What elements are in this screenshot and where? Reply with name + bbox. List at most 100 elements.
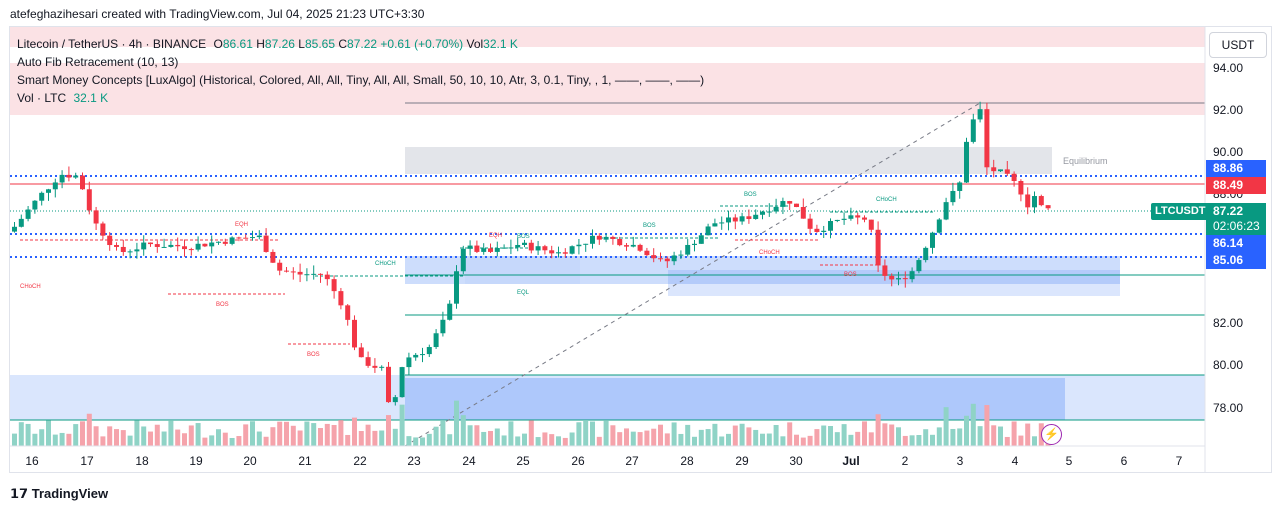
volume-bar <box>481 431 487 446</box>
volume-bar <box>855 431 861 446</box>
time-label: 24 <box>462 454 476 468</box>
candle-body <box>59 174 65 183</box>
volume-bar <box>732 425 738 446</box>
smc-label-choch: CHoCH <box>20 284 41 290</box>
candle-body <box>882 265 888 276</box>
volume-bar <box>386 415 391 446</box>
close-value: 87.22 <box>347 37 378 51</box>
candle-body <box>1004 169 1010 174</box>
candle-body <box>902 278 908 280</box>
time-label: 2 <box>901 454 909 468</box>
volume-bar <box>882 423 888 446</box>
candle-body <box>32 200 38 210</box>
indicator-volume[interactable]: Vol · LTC 32.1 K <box>17 91 109 105</box>
time-label: 5 <box>1065 454 1073 468</box>
volume-bar <box>256 431 262 446</box>
candle-body <box>284 270 289 272</box>
currency-selector-button[interactable]: USDT <box>1209 32 1267 58</box>
time-label: 4 <box>1011 454 1019 468</box>
volume-bar <box>447 434 453 446</box>
candle-body <box>1038 196 1044 206</box>
candle-body <box>658 258 663 260</box>
candle-body <box>875 229 881 266</box>
equilibrium-zone <box>405 147 1052 174</box>
candle-body <box>114 245 119 247</box>
candle-body <box>596 235 602 240</box>
volume-bar <box>630 431 636 446</box>
volume-bar <box>542 432 548 446</box>
candle-body <box>80 175 85 190</box>
candle-body <box>773 206 779 212</box>
volume-bar <box>889 424 895 446</box>
candle-body <box>12 226 17 232</box>
candle-body <box>916 260 922 272</box>
volume-bar <box>522 433 527 446</box>
candle-body <box>338 291 344 306</box>
candle-body <box>617 238 623 246</box>
candle-body <box>522 242 527 245</box>
volume-bar <box>651 428 657 446</box>
time-label: 7 <box>1175 454 1183 468</box>
volume-bar <box>916 435 922 446</box>
volume-bar <box>243 424 249 446</box>
candle-body <box>970 119 976 142</box>
price-badge-fib-red: 88.49 <box>1206 177 1266 194</box>
volume-bar <box>406 436 412 446</box>
volume-bar <box>80 421 85 446</box>
volume-bar <box>460 415 466 446</box>
candle-body <box>73 175 79 178</box>
candle-body <box>943 202 949 220</box>
volume-bar <box>841 424 847 446</box>
candle-body <box>1025 194 1031 208</box>
volume-bar <box>515 436 521 446</box>
volume-bar <box>719 436 725 446</box>
tradingview-logo-icon: 𝟭𝟳 <box>10 486 29 501</box>
volume-bar <box>739 423 745 446</box>
volume-bar <box>263 436 269 446</box>
volume-value: 32.1 K <box>483 37 518 51</box>
candle-body <box>630 244 636 247</box>
volume-bar <box>277 421 283 446</box>
smc-label-bos: BOS <box>517 234 530 240</box>
volume-bar <box>331 425 337 446</box>
candle-body <box>100 223 106 236</box>
volume-bar <box>222 432 228 446</box>
lightning-icon[interactable]: ⚡ <box>1041 424 1062 445</box>
smc-label-bos: BOS <box>643 223 656 229</box>
volume-bar <box>311 423 317 446</box>
indicator-smc[interactable]: Smart Money Concepts [LuxAlgo] (Historic… <box>17 73 705 87</box>
candle-body <box>474 245 480 252</box>
candle-body <box>889 275 895 280</box>
volume-bar <box>528 420 534 446</box>
volume-bar <box>297 430 303 446</box>
volume-bar <box>610 425 616 446</box>
price-label-92: 92.00 <box>1213 103 1244 117</box>
candle-body <box>236 237 242 239</box>
indicator-fib[interactable]: Auto Fib Retracement (10, 13) <box>17 55 179 69</box>
volume-bar <box>440 420 446 446</box>
volume-bar <box>753 429 759 446</box>
volume-bar <box>678 433 684 446</box>
candle-body <box>467 245 473 249</box>
candle-body <box>760 211 765 215</box>
legend-symbol-row[interactable]: Litecoin / TetherUS · 4h · BINANCE O86.6… <box>17 37 518 51</box>
candle-body <box>420 354 425 356</box>
candle-body <box>372 365 378 368</box>
volume-bar <box>726 433 731 446</box>
candle-body <box>154 244 160 247</box>
candle-body <box>651 255 657 259</box>
candle-body <box>365 357 371 366</box>
volume-bar <box>746 427 752 446</box>
candle-body <box>413 354 419 358</box>
volume-bar <box>950 428 956 446</box>
equilibrium-label: Equilibrium <box>1063 156 1108 166</box>
volume-bar <box>698 429 704 446</box>
time-label: 3 <box>956 454 964 468</box>
volume-bar <box>284 421 289 446</box>
candle-body <box>712 223 718 227</box>
candle-body <box>678 254 684 256</box>
volume-bar <box>909 435 915 446</box>
volume-bar <box>134 420 140 446</box>
volume-bar <box>780 436 786 446</box>
